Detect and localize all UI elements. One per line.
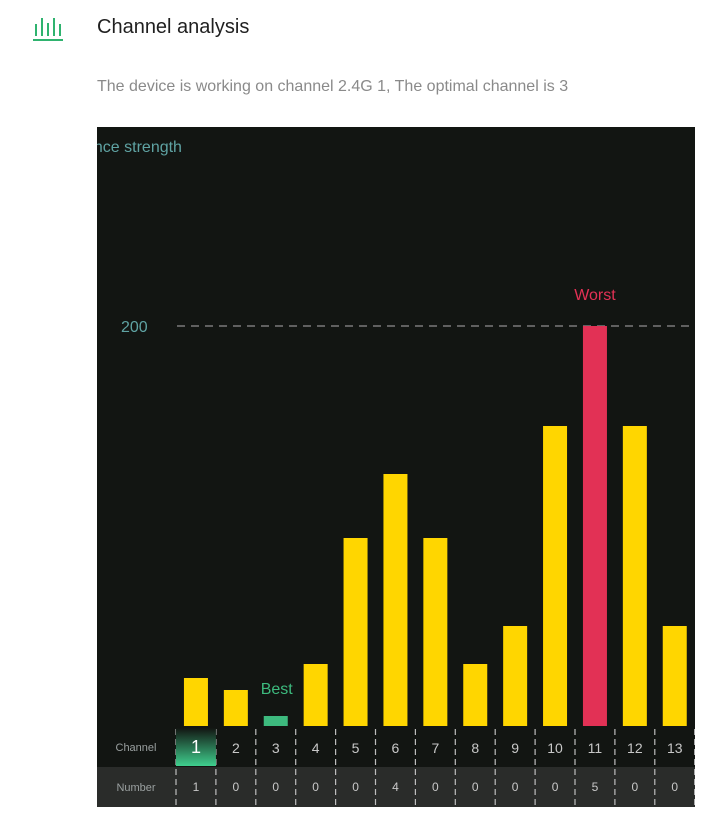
reference-line-label: 200 bbox=[121, 319, 148, 336]
bar-channel-2 bbox=[223, 690, 248, 726]
bar-channel-8 bbox=[463, 664, 488, 726]
channel-tick-label: 13 bbox=[667, 740, 683, 756]
number-value: 0 bbox=[552, 780, 559, 794]
bar-channel-12 bbox=[622, 426, 647, 726]
page-title: Channel analysis bbox=[97, 16, 250, 38]
number-value: 0 bbox=[312, 780, 319, 794]
number-value: 0 bbox=[233, 780, 240, 794]
channel-chart-svg: ence strength200ChannelNumber1120Best304… bbox=[97, 139, 695, 807]
channel-tick-label: 2 bbox=[232, 740, 240, 756]
number-value: 0 bbox=[352, 780, 359, 794]
channel-tick-label: 1 bbox=[191, 737, 201, 757]
bar-channel-3 bbox=[263, 716, 288, 726]
channel-tick-label: 10 bbox=[547, 740, 563, 756]
number-value: 0 bbox=[671, 780, 678, 794]
channel-tick-label: 8 bbox=[471, 740, 479, 756]
bar-channel-9 bbox=[503, 626, 528, 726]
channel-tick-label: 11 bbox=[588, 740, 603, 756]
bar-channel-13 bbox=[662, 626, 687, 726]
number-value: 5 bbox=[592, 780, 599, 794]
channel-chart: ence strength200ChannelNumber1120Best304… bbox=[97, 127, 695, 807]
number-value: 0 bbox=[512, 780, 519, 794]
bar-channel-6 bbox=[383, 474, 408, 726]
channel-row-label: Channel bbox=[116, 742, 157, 754]
number-value: 1 bbox=[193, 780, 200, 794]
channel-tick-label: 6 bbox=[392, 740, 400, 756]
bar-channel-4 bbox=[303, 664, 328, 726]
number-row-bg bbox=[97, 767, 695, 807]
number-value: 0 bbox=[272, 780, 279, 794]
bar-channel-5 bbox=[343, 538, 368, 726]
channel-tick-label: 9 bbox=[511, 740, 519, 756]
bar-channel-7 bbox=[423, 538, 448, 726]
channel-summary: The device is working on channel 2.4G 1,… bbox=[97, 78, 569, 95]
channel-tick-label: 7 bbox=[431, 740, 439, 756]
number-value: 0 bbox=[472, 780, 479, 794]
signal-bars-icon bbox=[33, 18, 63, 41]
y-axis-label: ence strength bbox=[97, 139, 182, 156]
bar-channel-1 bbox=[183, 678, 208, 726]
bar-channel-11 bbox=[582, 326, 607, 726]
header: Channel analysis bbox=[0, 0, 720, 60]
current-channel-highlight bbox=[175, 728, 216, 766]
channel-tick-label: 5 bbox=[352, 740, 360, 756]
channel-tick-label: 12 bbox=[627, 740, 643, 756]
number-row-label: Number bbox=[116, 782, 155, 794]
best-label: Best bbox=[261, 681, 294, 698]
number-value: 4 bbox=[392, 780, 399, 794]
bar-channel-10 bbox=[543, 426, 568, 726]
worst-label: Worst bbox=[574, 287, 616, 304]
number-value: 0 bbox=[632, 780, 639, 794]
channel-tick-label: 3 bbox=[272, 740, 280, 756]
channel-tick-label: 4 bbox=[312, 740, 320, 756]
number-value: 0 bbox=[432, 780, 439, 794]
